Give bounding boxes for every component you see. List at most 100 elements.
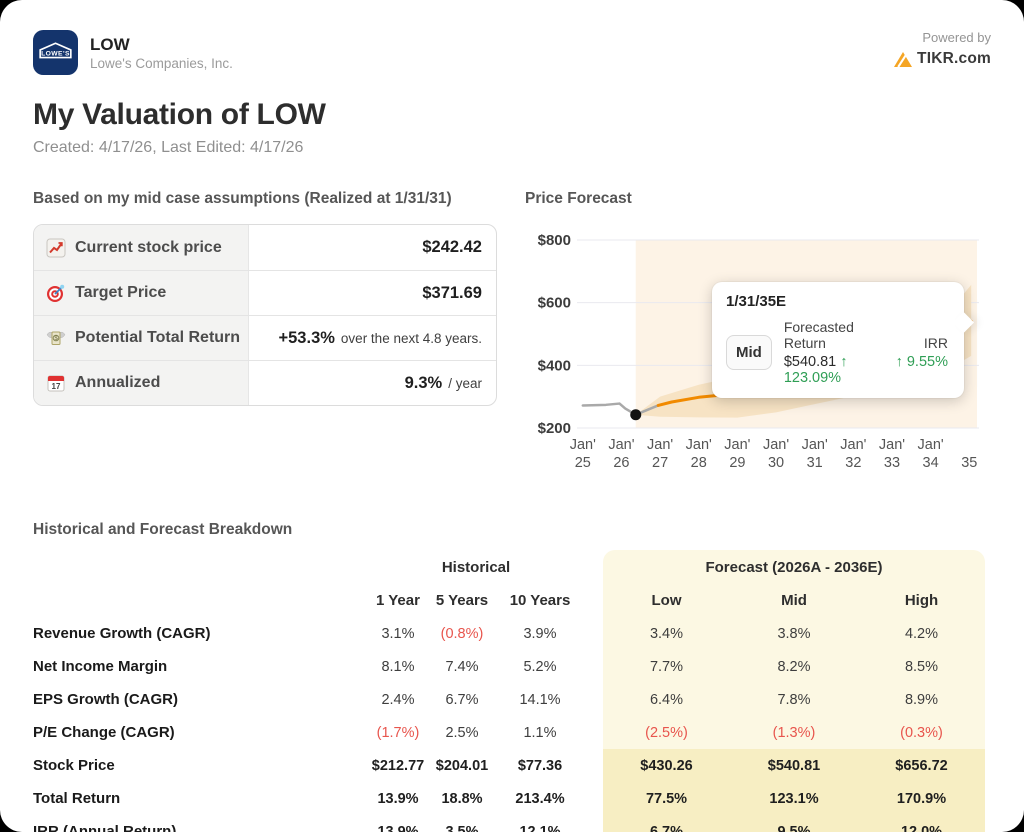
assumption-label: Target Price: [75, 284, 167, 301]
historical-cell: 2.4%: [381, 691, 415, 708]
row-label: EPS Growth (CAGR): [33, 691, 178, 708]
lowes-wordmark: LOWE'S: [41, 50, 70, 57]
forecast-cell: 8.5%: [858, 650, 985, 683]
breakdown-table: Historical Forecast (2026A - 2036E) 1 Ye…: [33, 550, 991, 832]
x-axis-tick: Jan' 29: [724, 437, 750, 471]
x-axis-tick: Jan' 26: [608, 437, 634, 471]
created-edited-meta: Created: 4/17/26, Last Edited: 4/17/26: [33, 139, 304, 156]
forecast-cell: 7.7%: [603, 650, 730, 683]
forecast-cell: 170.9%: [858, 782, 985, 815]
current-price-marker: [630, 409, 642, 421]
tikr-logo-icon: [894, 51, 913, 67]
assumptions-heading: Based on my mid case assumptions (Realiz…: [33, 190, 452, 207]
forecast-cell: $656.72: [858, 749, 985, 782]
forecast-cell: (2.5%): [603, 716, 730, 749]
forecast-cell: 12.0%: [858, 815, 985, 832]
forecast-cell: $540.81: [730, 749, 858, 782]
y-axis-tick: $200: [538, 420, 571, 437]
forecast-cell: 8.2%: [730, 650, 858, 683]
row-label: IRR (Annual Return): [33, 823, 177, 832]
col-header-mid: Mid: [730, 584, 858, 617]
forecast-cell: 3.4%: [603, 617, 730, 650]
historical-cell: 3.9%: [523, 625, 557, 642]
historical-cell: 2.5%: [445, 724, 479, 741]
gap: [579, 815, 603, 832]
irr-label: IRR: [923, 335, 948, 351]
gap: [579, 584, 603, 617]
forecast-cell: 123.1%: [730, 782, 858, 815]
row-label: Total Return: [33, 790, 121, 807]
gap: [579, 749, 603, 782]
forecast-cell: (1.3%): [730, 716, 858, 749]
table-row: $ Potential Total Return +53.3% over the…: [34, 315, 496, 360]
historical-cell: 18.8%: [441, 790, 483, 807]
header-spacer: [33, 584, 373, 617]
assumption-suffix: / year: [448, 375, 482, 391]
x-axis-tick: 35: [961, 455, 977, 471]
x-axis-tick: Jan' 25: [570, 437, 596, 471]
x-axis-tick: Jan' 32: [840, 437, 866, 471]
powered-by-label: Powered by: [922, 30, 991, 45]
money-with-wings-icon: $: [46, 331, 66, 345]
x-axis-tick: Jan' 34: [918, 437, 944, 471]
forecast-cell: 3.8%: [730, 617, 858, 650]
historical-cell: 8.1%: [381, 658, 415, 675]
tikr-brand-text: TIKR.com: [917, 50, 991, 67]
assumption-value: $371.69: [422, 283, 482, 302]
historical-cell: 3.1%: [381, 625, 415, 642]
calendar-icon: 17: [47, 375, 65, 392]
historical-header: Historical: [441, 558, 511, 576]
tooltip-date: 1/31/35E: [726, 293, 787, 310]
forecasted-return-label: Forecasted Return: [783, 319, 854, 351]
row-label: P/E Change (CAGR): [33, 724, 175, 741]
price-forecast-chart[interactable]: $200 $400 $600 $800 Jan' 25 Jan' 26 Jan' 27 Jan' 28…: [525, 224, 991, 481]
gap: [579, 683, 603, 716]
gap: [579, 550, 603, 584]
x-axis-tick: Jan' 33: [879, 437, 905, 471]
col-header-high: High: [858, 584, 985, 617]
historical-cell: 5.2%: [523, 658, 557, 675]
x-axis-tick: Jan' 30: [763, 437, 789, 471]
historical-cell: 7.4%: [445, 658, 479, 675]
table-row: Current stock price $242.42: [34, 225, 496, 270]
historical-cell: (0.8%): [440, 625, 484, 642]
x-axis-tick: Jan' 31: [802, 437, 828, 471]
assumptions-table: Current stock price $242.42: [33, 224, 497, 406]
forecast-cell: 9.5%: [730, 815, 858, 832]
historical-cell: 213.4%: [515, 790, 565, 807]
ticker-symbol: LOW: [90, 35, 130, 55]
top-bar: LOWE'S LOW Lowe's Companies, Inc. Powere…: [33, 30, 991, 75]
forecasted-return-value: $540.81 ↑ 123.09%: [783, 354, 848, 386]
assumption-value: +53.3%: [278, 328, 335, 347]
company-name: Lowe's Companies, Inc.: [90, 55, 233, 71]
forecast-cell: (0.3%): [858, 716, 985, 749]
x-axis-tick: Jan' 27: [647, 437, 673, 471]
historical-cell: (1.7%): [376, 724, 420, 741]
historical-cell: 3.5%: [445, 823, 479, 832]
row-label: Net Income Margin: [33, 658, 168, 675]
gap: [579, 650, 603, 683]
table-row: Target Price $371.69: [34, 270, 496, 315]
y-axis-tick: $400: [538, 357, 571, 374]
gap: [579, 782, 603, 815]
gap: [579, 716, 603, 749]
header-spacer: [33, 550, 373, 584]
page-title: My Valuation of LOW: [33, 98, 326, 131]
col-header-10-years: 10 Years: [509, 592, 571, 609]
target-icon: [47, 284, 65, 302]
historical-cell: $77.36: [517, 757, 563, 774]
assumption-label: Current stock price: [75, 238, 222, 256]
row-label: Revenue Growth (CAGR): [33, 625, 211, 642]
lowes-logo-icon: LOWE'S: [33, 30, 78, 75]
historical-cell: 1.1%: [523, 724, 557, 741]
irr-value-up: ↑ 9.55%: [895, 354, 948, 370]
forecast-cell: 77.5%: [603, 782, 730, 815]
gap: [579, 617, 603, 650]
assumption-label: Potential Total Return: [75, 329, 241, 346]
row-label: Stock Price: [33, 757, 115, 774]
historical-cell: $204.01: [435, 757, 489, 774]
tikr-brand-link[interactable]: TIKR.com: [894, 50, 991, 68]
col-header-low: Low: [603, 584, 730, 617]
historical-cell: 12.1%: [519, 823, 561, 832]
